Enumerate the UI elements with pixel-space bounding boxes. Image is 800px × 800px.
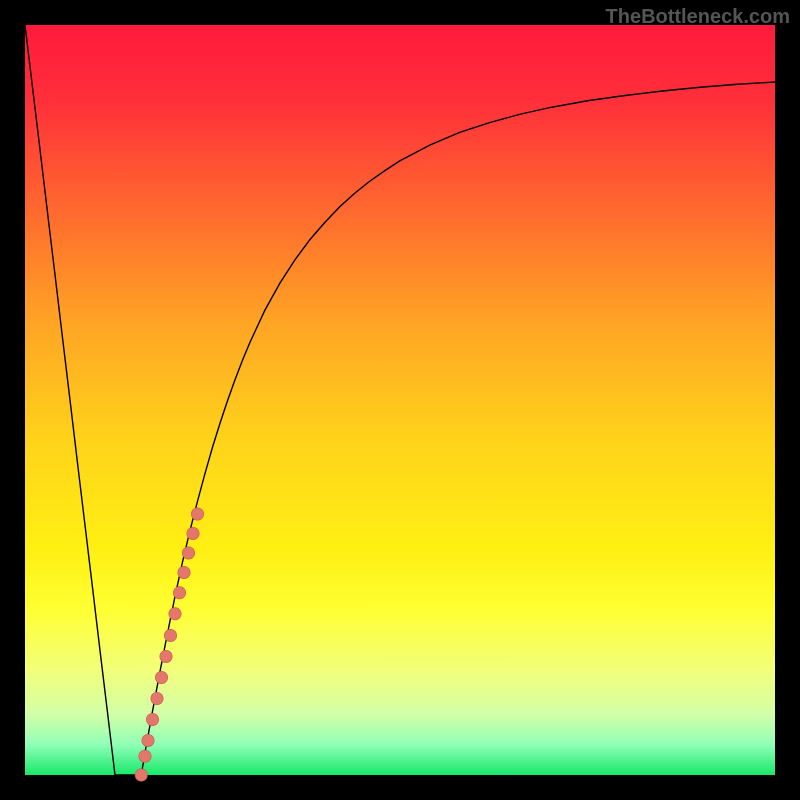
curve-marker bbox=[173, 587, 185, 599]
curve-marker bbox=[151, 692, 163, 704]
curve-marker bbox=[191, 508, 203, 520]
curve-marker bbox=[182, 547, 194, 559]
curve-marker bbox=[155, 671, 167, 683]
curve-marker bbox=[169, 608, 181, 620]
chart-container: TheBottleneck.com bbox=[0, 0, 800, 800]
curve-marker bbox=[142, 734, 154, 746]
curve-marker bbox=[160, 650, 172, 662]
curve-marker bbox=[135, 769, 147, 781]
curve-marker bbox=[146, 713, 158, 725]
chart-background bbox=[25, 25, 775, 775]
bottleneck-chart-svg bbox=[0, 0, 800, 800]
curve-marker bbox=[178, 566, 190, 578]
curve-marker bbox=[187, 527, 199, 539]
curve-marker bbox=[139, 750, 151, 762]
curve-marker bbox=[164, 629, 176, 641]
watermark-text: TheBottleneck.com bbox=[606, 6, 790, 29]
